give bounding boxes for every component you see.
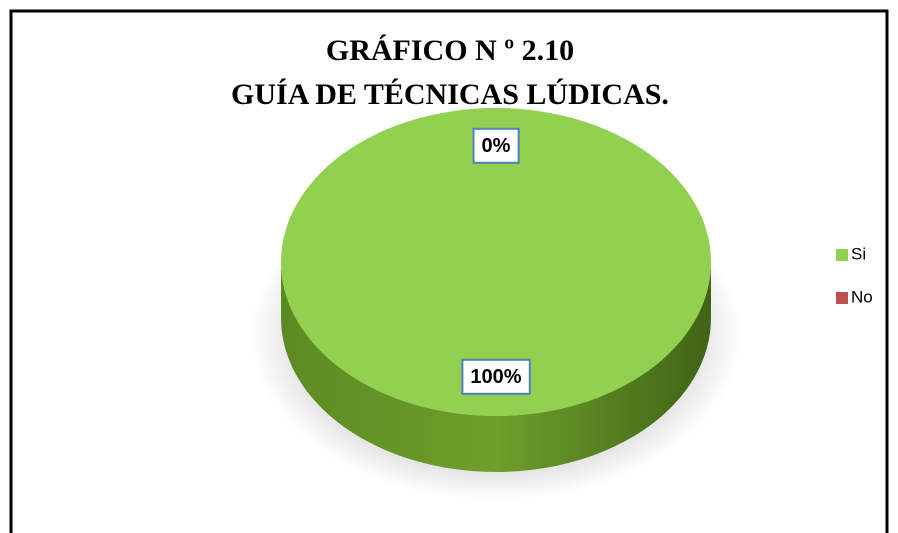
legend-label: Si [851, 244, 866, 263]
legend-swatch [836, 292, 848, 304]
pie-side [281, 262, 711, 472]
chart-border [9, 9, 889, 533]
legend-label: No [851, 287, 873, 306]
data-label-box [461, 358, 531, 395]
data-label: 100% [470, 366, 521, 388]
chart-title: GRÁFICO N º 2.10 [326, 34, 574, 67]
chart-subtitle: GUÍA DE TÉCNICAS LÚDICAS. [231, 78, 669, 111]
legend-swatch [836, 249, 848, 261]
data-label: 0% [482, 135, 511, 157]
pie-slice [281, 108, 711, 416]
data-label-box [472, 127, 520, 164]
